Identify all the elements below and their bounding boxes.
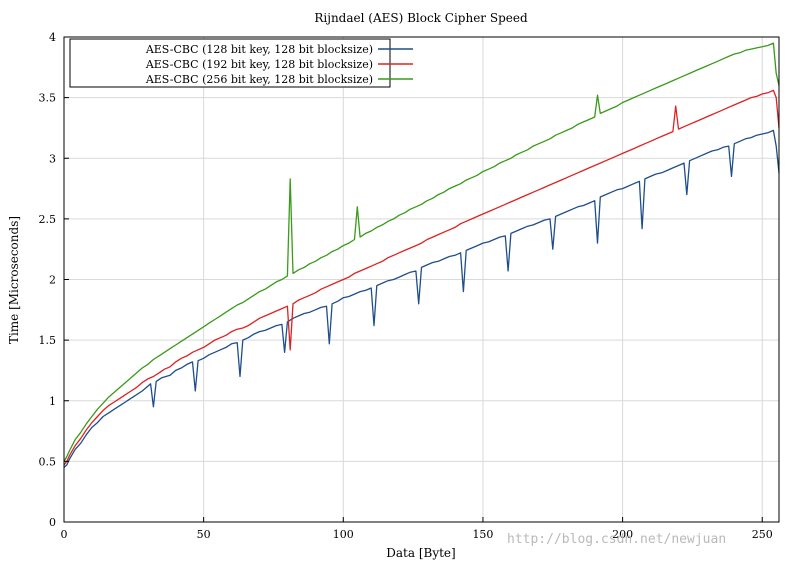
legend-label-aes256: AES-CBC (256 bit key, 128 bit blocksize)	[145, 73, 373, 86]
y-tick-label: 0.5	[39, 455, 57, 468]
y-tick-label: 2.5	[39, 213, 57, 226]
y-tick-label: 3	[49, 152, 56, 165]
series-line-aes128	[63, 129, 780, 468]
y-tick-label: 3.5	[39, 92, 57, 105]
x-tick-label: 50	[197, 528, 211, 541]
tick-layer: 0 50 100 150 200 250 0 0.5 1 1.5 2 2.5 3 3.5 4	[39, 31, 773, 541]
x-tick-label: 250	[752, 528, 773, 541]
y-tick-label: 1	[49, 395, 56, 408]
y-tick-label: 4	[49, 31, 56, 44]
watermark-text: http://blog.csdn.net/newjuan	[507, 532, 726, 547]
x-tick-label: 150	[472, 528, 493, 541]
y-axis-label: Time [Microseconds]	[7, 216, 21, 344]
chart-title: Rijndael (AES) Block Cipher Speed	[314, 11, 528, 25]
y-tick-label: 1.5	[39, 334, 57, 347]
x-axis-label: Data [Byte]	[386, 546, 455, 560]
legend-label-aes192: AES-CBC (192 bit key, 128 bit blocksize)	[145, 58, 373, 71]
grid-layer	[64, 36, 779, 522]
series-layer	[63, 42, 780, 468]
x-tick-label: 0	[61, 528, 68, 541]
legend: AES-CBC (128 bit key, 128 bit blocksize)…	[69, 38, 413, 88]
legend-label-aes128: AES-CBC (128 bit key, 128 bit blocksize)	[145, 43, 373, 56]
x-tick-label: 200	[612, 528, 633, 541]
y-tick-label: 0	[49, 516, 56, 529]
series-line-aes192	[63, 89, 780, 466]
legend-box	[69, 38, 391, 88]
series-line-aes256	[63, 42, 780, 462]
x-tick-label: 100	[333, 528, 354, 541]
y-tick-label: 2	[49, 274, 56, 287]
